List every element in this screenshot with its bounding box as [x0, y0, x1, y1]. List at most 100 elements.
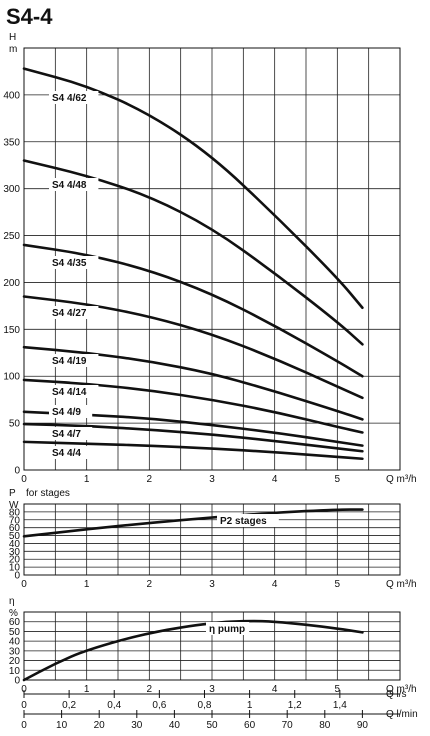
y-tick-label: 10 [9, 563, 21, 574]
series-label: S4 4/27 [52, 308, 87, 319]
y-axis-unit: W [9, 500, 19, 511]
secondary-tick-label: 0,2 [62, 700, 76, 711]
series-label-bg [49, 405, 93, 418]
secondary-tick-label: 1,2 [288, 700, 302, 711]
secondary-tick-label: 0,8 [198, 700, 212, 711]
secondary-tick-label: 70 [282, 720, 294, 731]
y-tick-label: 20 [9, 555, 21, 566]
series-label-bg [217, 514, 279, 527]
y-axis-label: H [9, 32, 16, 43]
y-tick-label: 0 [14, 466, 20, 477]
series-line-s4-4-14 [22, 378, 364, 434]
x-tick-label: 5 [335, 684, 341, 695]
series-label-bg [49, 354, 99, 367]
secondary-tick-label: 80 [319, 720, 331, 731]
y-axis-note: for stages [26, 488, 70, 499]
y-tick-label: 0 [14, 571, 20, 582]
y-tick-label: 50 [9, 531, 21, 542]
y-tick-label: 20 [9, 656, 21, 667]
y-tick-label: 30 [9, 646, 21, 657]
y-axis-unit: % [9, 608, 18, 619]
secondary-tick-label: 1 [247, 700, 253, 711]
x-tick-label: 3 [209, 474, 215, 485]
series-line-s4-4-7 [22, 422, 364, 453]
x-tick-label: 5 [335, 579, 341, 590]
plot-frame [23, 503, 401, 576]
x-tick-label: 4 [272, 684, 278, 695]
x-axis-label: Q m³/h [386, 474, 417, 485]
y-axis-label: P [9, 488, 16, 499]
plot-frame [23, 47, 401, 471]
series-label-bg [49, 446, 93, 459]
y-axis-unit: m [9, 44, 17, 55]
x-tick-label: 1 [84, 579, 90, 590]
y-tick-label: 150 [3, 325, 20, 336]
y-tick-label: 40 [9, 637, 21, 648]
series-label: S4 4/7 [52, 429, 81, 440]
series-label-bg [49, 256, 99, 269]
y-tick-label: 80 [9, 507, 21, 518]
secondary-tick-label: 50 [206, 720, 218, 731]
series-label-bg [49, 91, 99, 104]
series-line-s4-4-35 [22, 243, 364, 378]
series-line-p2-stages [22, 508, 364, 538]
y-tick-label: 350 [3, 137, 20, 148]
series-label: P2 stages [220, 516, 267, 527]
x-tick-label: 0 [21, 474, 27, 485]
y-tick-label: 50 [9, 627, 21, 638]
series-label: S4 4/35 [52, 258, 87, 269]
secondary-tick-label: 90 [357, 720, 369, 731]
plot-frame [23, 611, 401, 681]
secondary-tick-label: 1,4 [333, 700, 347, 711]
y-tick-label: 300 [3, 184, 20, 195]
x-axis-label: Q m³/h [386, 684, 417, 695]
secondary-tick-label: 0,4 [107, 700, 121, 711]
secondary-tick-label: 20 [94, 720, 106, 731]
series-line-s4-4-62 [22, 67, 364, 310]
y-tick-label: 10 [9, 666, 21, 677]
secondary-tick-label: 0 [21, 720, 27, 731]
y-tick-label: 60 [9, 617, 21, 628]
y-axis-label: η [9, 596, 15, 607]
y-tick-label: 0 [14, 676, 20, 687]
series-label-bg [49, 306, 99, 319]
y-tick-label: 100 [3, 372, 20, 383]
secondary-axis-label: Q l/min [386, 709, 418, 720]
x-tick-label: 1 [84, 474, 90, 485]
x-tick-label: 2 [147, 474, 153, 485]
series-label: S4 4/4 [52, 448, 81, 459]
x-tick-label: 2 [147, 579, 153, 590]
secondary-tick-label: 0,6 [152, 700, 166, 711]
series-line-s4-4-19 [22, 345, 364, 421]
x-tick-label: 5 [335, 474, 341, 485]
series-label-bg [49, 427, 93, 440]
x-tick-label: 3 [209, 684, 215, 695]
y-tick-label: 250 [3, 231, 20, 242]
chart-title: S4-4 [6, 4, 53, 29]
secondary-tick-label: 10 [56, 720, 68, 731]
series-label: S4 4/48 [52, 180, 87, 191]
y-tick-label: 70 [9, 515, 21, 526]
y-tick-label: 40 [9, 539, 21, 550]
x-tick-label: 2 [147, 684, 153, 695]
series-line-s4-4-27 [22, 295, 364, 400]
y-tick-label: 50 [9, 419, 21, 430]
secondary-tick-label: 60 [244, 720, 256, 731]
series-label-bg [49, 178, 99, 191]
y-tick-label: 30 [9, 547, 21, 558]
x-tick-label: 0 [21, 579, 27, 590]
x-tick-label: 0 [21, 684, 27, 695]
series-label: S4 4/19 [52, 356, 87, 367]
secondary-tick-label: 40 [169, 720, 181, 731]
series-label: S4 4/14 [52, 387, 87, 398]
series-label: S4 4/9 [52, 407, 81, 418]
series-line-s4-4-4 [22, 440, 364, 461]
secondary-axis-label: Q l/s [386, 689, 407, 700]
series-label: S4 4/62 [52, 93, 87, 104]
head-chart: 0 50 100 150 200 250 300 350 400 0 1 2 3 4 5 Hm Q m³/h S4… [3, 32, 416, 485]
series-label-bg [49, 385, 99, 398]
series-line-s4-4-48 [22, 159, 364, 346]
